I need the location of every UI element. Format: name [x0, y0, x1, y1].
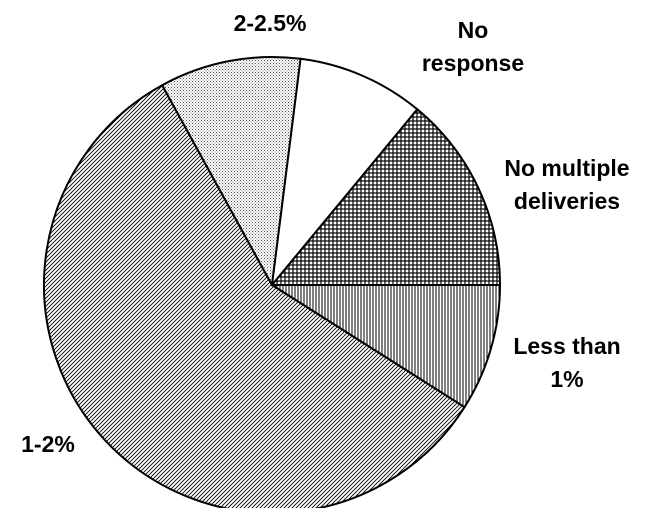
pie-slice-3 [161, 56, 302, 286]
slice-label-line: deliveries [514, 188, 620, 214]
slice-label-line: response [422, 50, 524, 76]
slice-label-2: 1-2% [21, 431, 75, 457]
pie-slice-1 [271, 284, 501, 409]
pie-slices [43, 56, 501, 508]
pie-slice-4 [271, 57, 419, 286]
pie-slice-2 [43, 84, 466, 508]
slice-label-line: 2-2.5% [234, 10, 307, 36]
slice-label-line: 1% [550, 366, 583, 392]
slice-label-4: No response [422, 17, 524, 76]
pie-labels: Less than 1% 1-2% 2-2.5% No response No multip… [21, 10, 629, 457]
slice-label-line: No multiple [504, 155, 629, 181]
slice-label-1: Less than 1% [513, 333, 620, 392]
pie-slice-5 [271, 108, 501, 286]
slice-label-3: 2-2.5% [234, 10, 307, 36]
slice-label-line: No [458, 17, 489, 43]
slice-label-line: 1-2% [21, 431, 75, 457]
slice-label-5: No multiple deliveries [504, 155, 629, 214]
slice-label-line: Less than [513, 333, 620, 359]
